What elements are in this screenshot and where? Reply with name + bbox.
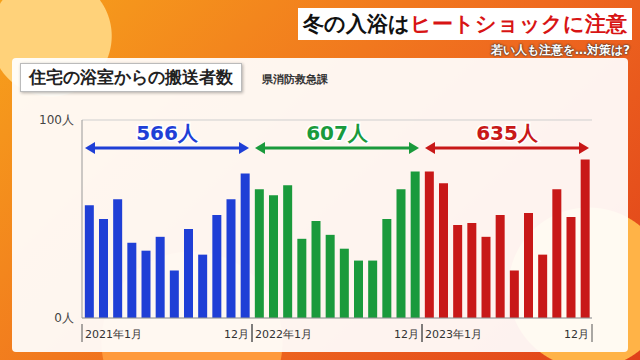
svg-text:12月: 12月 <box>564 328 589 341</box>
html-text:若い人も注意を…対策は?: 若い人も注意を…対策は? <box>491 43 630 57</box>
svg-text:566人: 566人 <box>136 121 199 145</box>
svg-text:2022年1月: 2022年1月 <box>255 328 312 341</box>
html-text:冬の入浴はヒートショックに注意: 冬の入浴はヒートショックに注意 <box>303 12 627 36</box>
svg-text:0人: 0人 <box>54 311 74 325</box>
svg-text:12月: 12月 <box>224 328 249 341</box>
svg-text:2021年1月: 2021年1月 <box>85 328 142 341</box>
svg-text:12月: 12月 <box>394 328 419 341</box>
svg-text:607人: 607人 <box>306 121 369 145</box>
html-text:県消防救急課: 県消防救急課 <box>262 73 328 86</box>
svg-text:100人: 100人 <box>39 113 74 127</box>
svg-text:635人: 635人 <box>476 121 539 145</box>
svg-text:2023年1月: 2023年1月 <box>425 328 482 341</box>
html-text:住宅の浴室からの搬送者数: 住宅の浴室からの搬送者数 <box>29 67 233 87</box>
